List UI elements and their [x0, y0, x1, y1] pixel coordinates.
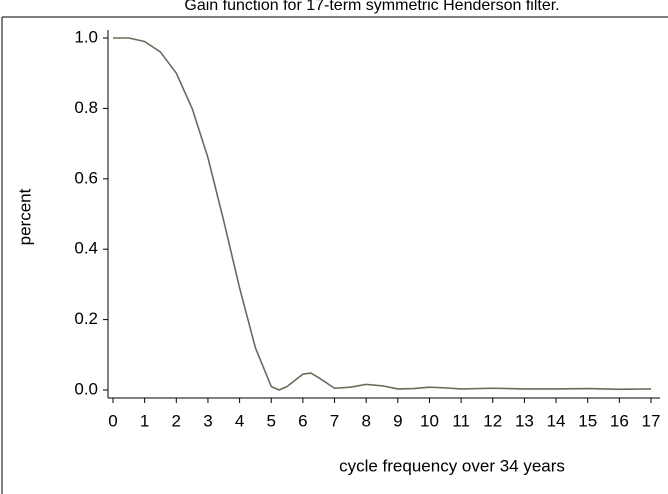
- x-tick-label: 0: [108, 411, 117, 430]
- y-tick-label: 1.0: [74, 27, 98, 46]
- x-tick-label: 8: [361, 411, 370, 430]
- y-axis-label: percent: [15, 188, 34, 245]
- x-tick-label: 3: [203, 411, 212, 430]
- y-tick-label: 0.6: [74, 168, 98, 187]
- x-tick-label: 7: [330, 411, 339, 430]
- x-tick-label: 2: [172, 411, 181, 430]
- x-tick-label: 17: [642, 411, 661, 430]
- x-tick-label: 9: [393, 411, 402, 430]
- y-tick-label: 0.8: [74, 98, 98, 117]
- x-tick-label: 14: [547, 411, 566, 430]
- x-tick-label: 13: [515, 411, 534, 430]
- y-tick-label: 0.2: [74, 309, 98, 328]
- y-tick-label: 0.4: [74, 239, 98, 258]
- x-tick-label: 6: [298, 411, 307, 430]
- x-tick-label: 16: [610, 411, 629, 430]
- x-tick-label: 1: [140, 411, 149, 430]
- chart-title: Gain function for 17-term symmetric Hend…: [184, 0, 559, 14]
- x-tick-label: 4: [235, 411, 244, 430]
- x-tick-label: 5: [267, 411, 276, 430]
- x-tick-label: 15: [578, 411, 597, 430]
- x-axis-label: cycle frequency over 34 years: [339, 456, 565, 475]
- line-series: [113, 37, 652, 391]
- x-tick-label: 10: [420, 411, 439, 430]
- x-tick-label: 12: [483, 411, 502, 430]
- x-tick-label: 11: [452, 411, 470, 430]
- y-tick-label: 0.0: [74, 379, 98, 398]
